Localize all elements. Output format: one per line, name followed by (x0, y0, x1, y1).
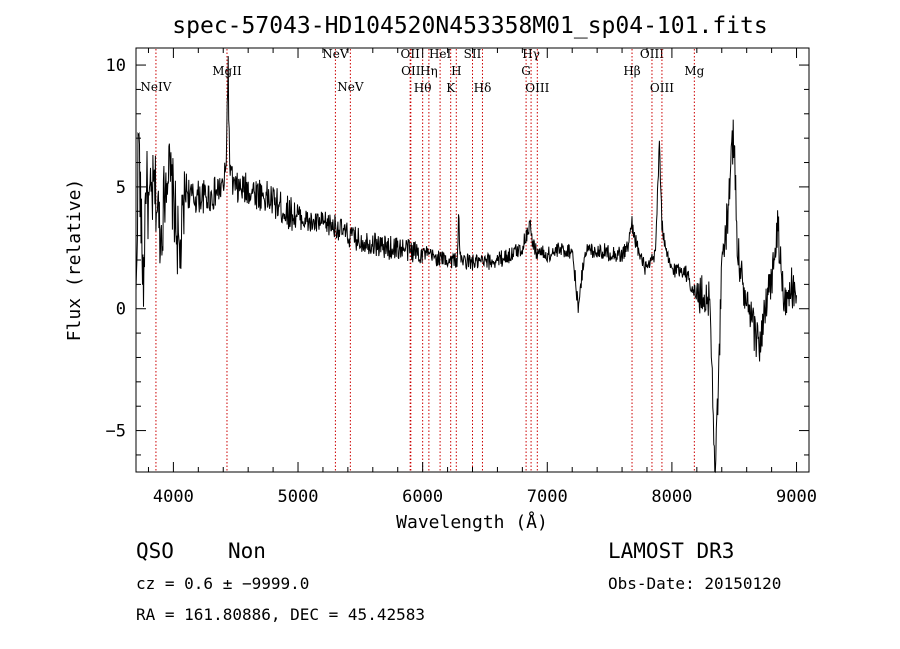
line-label: MgII (212, 64, 242, 78)
line-label: Hθ (414, 81, 432, 95)
line-label: Hγ (522, 47, 540, 61)
line-label: Hβ (623, 64, 640, 78)
line-label: K (446, 81, 456, 95)
line-label: OIII (650, 81, 674, 95)
obs-date: Obs-Date: 20150120 (608, 574, 781, 593)
x-tick-label: 7000 (527, 487, 568, 507)
x-tick-label: 9000 (776, 487, 817, 507)
y-tick-label: 10 (106, 56, 126, 76)
spectrum-line (135, 56, 797, 474)
y-tick-label: −5 (106, 422, 126, 442)
line-markers: NeIVMgIINeVNeVOIIOIIHθHηHeIKHSIIHδGHγOII… (140, 47, 705, 471)
line-label: OIII (640, 47, 664, 61)
line-label: HeI (429, 47, 452, 61)
line-label: SII (464, 47, 482, 61)
line-label: OII (401, 64, 421, 78)
object-class: QSO (136, 539, 174, 563)
redshift-line: cz = 0.6 ± −9999.0 (136, 574, 309, 593)
line-label: H (451, 64, 461, 78)
x-axis: 4000 5000 6000 7000 8000 9000 (147, 48, 817, 507)
line-label: Mg (684, 64, 704, 78)
line-label: OIII (525, 81, 549, 95)
object-subclass: Non (228, 539, 266, 563)
line-label: NeV (337, 80, 364, 94)
x-tick-label: 6000 (402, 487, 443, 507)
survey-label: LAMOST DR3 (608, 539, 734, 563)
y-axis-label: Flux (relative) (64, 179, 85, 342)
line-label: NeIV (140, 80, 171, 94)
x-tick-label: 8000 (651, 487, 692, 507)
spectrum-layer (135, 56, 797, 474)
y-tick-label: 5 (116, 178, 126, 198)
x-axis-label: Wavelength (Å) (396, 511, 548, 533)
x-tick-label: 4000 (153, 487, 194, 507)
line-label: G (521, 64, 531, 78)
coordinates: RA = 161.80886, DEC = 45.42583 (136, 605, 425, 624)
line-label: NeV (322, 47, 349, 61)
y-axis: −5 0 5 10 (106, 56, 809, 456)
x-tick-label: 5000 (278, 487, 319, 507)
chart-title: spec-57043-HD104520N453358M01_sp04-101.f… (172, 13, 767, 39)
line-label: Hη (420, 64, 438, 78)
line-label: Hδ (474, 81, 492, 95)
y-tick-label: 0 (116, 300, 126, 320)
